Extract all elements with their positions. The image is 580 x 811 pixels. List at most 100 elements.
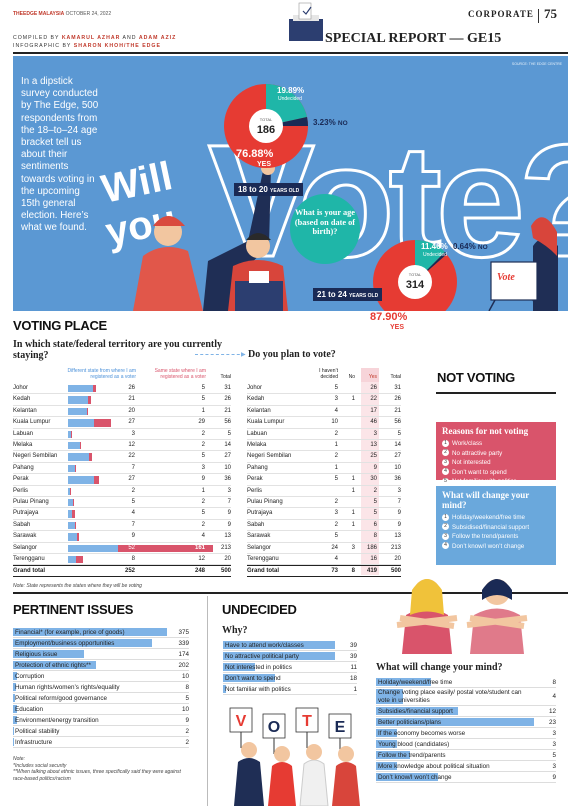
row-value: 9 xyxy=(185,717,189,724)
value-bar xyxy=(13,694,16,702)
row-value: 39 xyxy=(349,642,357,649)
diff-value: 3 xyxy=(131,430,135,437)
value-bar xyxy=(13,661,96,669)
yes-value: 2 xyxy=(373,487,377,494)
credits-infographic: INFOGRAPHIC BY SHARON KHOH/THE EDGE xyxy=(13,43,161,49)
row-value: 18 xyxy=(349,675,357,682)
same-bar xyxy=(93,476,100,484)
intent-row: Perak 5 1 30 36 xyxy=(247,474,401,486)
row-value: 12 xyxy=(548,708,556,715)
undecided-value: 5 xyxy=(334,385,338,391)
row-label: Don’t want to spend xyxy=(225,675,281,682)
total2-value: 9 xyxy=(397,521,401,528)
not-voting-title: NOT VOTING xyxy=(437,370,515,385)
total-value: 20 xyxy=(224,556,231,562)
row-value: 174 xyxy=(178,651,189,658)
same-value: 2 xyxy=(201,521,205,528)
total-value: 3 xyxy=(227,487,231,494)
group1-undecided-label: Undecided xyxy=(278,96,302,102)
change-mind-row: Subsidies/financial support 12 xyxy=(376,706,556,717)
col-same-header: Same state where I am registered as a vo… xyxy=(154,368,206,380)
diff-bar xyxy=(68,430,71,438)
value-bar xyxy=(13,628,167,636)
reasons-title: Reasons for not voting xyxy=(442,426,529,436)
reason-label: Don’t want to spend xyxy=(452,468,507,476)
row-value: 8 xyxy=(552,679,556,686)
row-value: 375 xyxy=(178,629,189,636)
no-value: 8 xyxy=(351,568,355,575)
change-item: 1 Holiday/weekend/free time xyxy=(442,513,550,523)
issue-row: Religious issue 174 xyxy=(13,649,189,660)
state-name: Putrajaya xyxy=(247,510,273,517)
diff-bar xyxy=(68,453,90,461)
intent-row: Labuan 2 3 5 xyxy=(247,429,401,440)
issue-row: Political reform/good governance 5 xyxy=(13,693,189,704)
state-name: Negeri Sembilan xyxy=(13,453,58,460)
state-row: Labuan 3 2 5 xyxy=(13,429,231,440)
voting-place-question2: Do you plan to vote? xyxy=(248,349,336,360)
row-label: Corruption xyxy=(15,673,45,680)
same-value: 2 xyxy=(201,430,205,437)
no-value: 1 xyxy=(351,487,355,494)
group1-yes-label: YES xyxy=(257,161,272,168)
row-value: 10 xyxy=(181,706,189,713)
undecided-title: UNDECIDED xyxy=(222,602,297,617)
same-bar xyxy=(89,453,93,461)
diff-value: 252 xyxy=(124,568,135,575)
vote-sign-letter: T xyxy=(302,713,312,730)
group1-total-label: TOTAL xyxy=(259,117,273,122)
reason-label: Work/class xyxy=(452,440,483,447)
donut-21-24 xyxy=(373,239,457,311)
arrow-head-icon: ▶ xyxy=(241,352,246,358)
row-value: 3 xyxy=(552,730,556,737)
diff-bar xyxy=(68,556,76,564)
row-value: 339 xyxy=(178,640,189,647)
row-label: Political stability xyxy=(15,728,60,735)
diff-bar xyxy=(68,419,94,427)
intent-row: Kelantan 4 17 21 xyxy=(247,406,401,418)
same-bar xyxy=(71,510,75,518)
total-value: 7 xyxy=(227,499,231,505)
same-value: 248 xyxy=(194,568,205,575)
value-bar xyxy=(376,689,404,704)
vote-sign-letter: E xyxy=(335,719,346,736)
state-row: Johor 26 5 31 xyxy=(13,383,231,395)
intent-row: Putrajaya 3 1 5 9 xyxy=(247,508,401,520)
state-row: Negeri Sembilan 22 5 27 xyxy=(13,451,231,463)
state-name: Sarawak xyxy=(13,533,37,540)
total-value: 9 xyxy=(227,510,231,517)
undecided-value: 5 xyxy=(334,533,338,540)
diff-value: 27 xyxy=(128,419,135,426)
undecided-value: 2 xyxy=(334,453,338,460)
same-bar xyxy=(74,464,77,473)
diff-bar xyxy=(68,396,89,404)
total-value: 27 xyxy=(224,453,231,460)
issue-row: Infrastructure 2 xyxy=(13,737,189,748)
same-bar xyxy=(76,533,79,541)
value-bar xyxy=(13,716,17,724)
total2-value: 36 xyxy=(394,476,401,483)
row-value: 5 xyxy=(185,695,189,702)
row-label: More knowledge about political situation xyxy=(378,763,490,770)
row-value: 2 xyxy=(185,739,189,746)
state-name: Sabah xyxy=(13,521,31,528)
same-bar xyxy=(70,430,73,438)
issues-title: PERTINENT ISSUES xyxy=(13,602,134,617)
undecided-change-title: What will change your mind? xyxy=(376,662,503,673)
total-value: 36 xyxy=(224,476,231,483)
change-label: Subsidised/financial support xyxy=(452,523,530,531)
state-name: Pahang xyxy=(247,464,268,471)
not-voting-rule xyxy=(436,392,556,394)
intent-row: Sarawak 5 8 13 xyxy=(247,531,401,543)
group1-no: 3.23% NO xyxy=(313,118,348,127)
yes-value: 419 xyxy=(366,568,377,575)
why-row: Have to attend work/classes 39 xyxy=(223,640,357,651)
row-value: 3 xyxy=(552,763,556,770)
row-label: Religious issue xyxy=(15,651,58,658)
same-bar xyxy=(72,499,74,507)
same-value: 1 xyxy=(201,487,205,494)
state-row: Kelantan 20 1 21 xyxy=(13,406,231,418)
group2-undecided-pct: 11.46% xyxy=(421,242,448,251)
intent-row: Melaka 1 13 14 xyxy=(247,440,401,452)
value-bar xyxy=(223,674,275,682)
